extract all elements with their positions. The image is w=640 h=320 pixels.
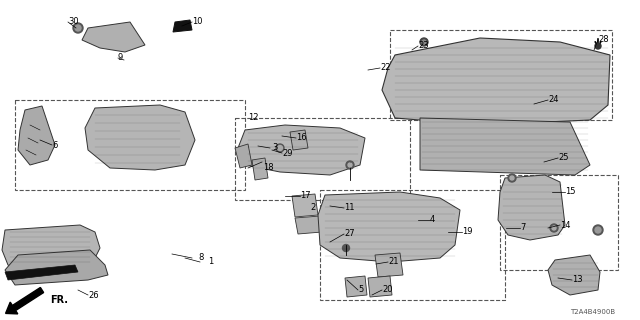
Circle shape <box>346 161 354 169</box>
Circle shape <box>342 244 349 252</box>
Circle shape <box>422 40 426 44</box>
Polygon shape <box>382 38 610 125</box>
Circle shape <box>593 225 603 235</box>
Circle shape <box>348 163 352 167</box>
Polygon shape <box>5 265 78 280</box>
Text: 6: 6 <box>52 140 58 149</box>
Circle shape <box>73 23 83 33</box>
Text: 16: 16 <box>296 133 307 142</box>
Circle shape <box>552 226 556 230</box>
Polygon shape <box>345 276 367 297</box>
Text: 27: 27 <box>344 229 355 238</box>
Polygon shape <box>318 192 460 262</box>
Polygon shape <box>238 125 365 175</box>
Text: 26: 26 <box>88 291 99 300</box>
Text: 13: 13 <box>572 276 582 284</box>
Bar <box>320 190 505 300</box>
Polygon shape <box>375 253 403 277</box>
Text: 8: 8 <box>198 253 204 262</box>
Circle shape <box>595 43 601 49</box>
Text: 24: 24 <box>548 95 559 105</box>
Text: 5: 5 <box>358 285 364 294</box>
Bar <box>235 118 410 200</box>
Text: 10: 10 <box>192 18 202 27</box>
Text: 2: 2 <box>310 204 316 212</box>
Polygon shape <box>332 198 362 224</box>
Polygon shape <box>548 255 600 295</box>
Text: 19: 19 <box>462 228 472 236</box>
Polygon shape <box>173 20 192 32</box>
Bar <box>15 100 245 190</box>
Text: 7: 7 <box>520 223 525 233</box>
Circle shape <box>75 25 81 31</box>
Circle shape <box>276 144 284 152</box>
Text: 18: 18 <box>263 164 274 172</box>
Text: T2A4B4900B: T2A4B4900B <box>570 309 615 315</box>
Text: FR.: FR. <box>50 295 68 305</box>
FancyArrow shape <box>6 287 44 314</box>
Polygon shape <box>82 22 145 52</box>
Polygon shape <box>5 250 108 285</box>
Circle shape <box>420 38 428 46</box>
Polygon shape <box>292 194 318 217</box>
Text: 15: 15 <box>565 188 575 196</box>
Circle shape <box>508 174 516 182</box>
Text: 4: 4 <box>430 215 435 225</box>
Circle shape <box>510 176 514 180</box>
Text: 22: 22 <box>380 63 390 73</box>
Circle shape <box>550 224 558 232</box>
Text: 20: 20 <box>382 285 392 294</box>
Text: 28: 28 <box>598 36 609 44</box>
Polygon shape <box>18 106 55 165</box>
Polygon shape <box>252 158 268 180</box>
Bar <box>390 30 612 120</box>
Polygon shape <box>2 225 100 272</box>
Text: 17: 17 <box>300 191 310 201</box>
Text: 23: 23 <box>418 42 429 51</box>
Text: 30: 30 <box>68 18 79 27</box>
Circle shape <box>595 227 601 233</box>
Text: 3: 3 <box>272 143 277 153</box>
Bar <box>500 175 618 270</box>
Polygon shape <box>420 118 590 175</box>
Text: 12: 12 <box>248 114 259 123</box>
Text: 21: 21 <box>388 258 399 267</box>
Text: 25: 25 <box>558 154 568 163</box>
Polygon shape <box>498 175 565 240</box>
Polygon shape <box>368 276 392 297</box>
Polygon shape <box>85 105 195 170</box>
Text: 29: 29 <box>282 148 292 157</box>
Text: 11: 11 <box>344 204 355 212</box>
Text: 14: 14 <box>560 220 570 229</box>
Text: 1: 1 <box>208 258 213 267</box>
Text: 9: 9 <box>118 53 124 62</box>
Circle shape <box>278 146 282 150</box>
Polygon shape <box>290 130 308 150</box>
Polygon shape <box>235 144 252 168</box>
Polygon shape <box>295 216 322 234</box>
